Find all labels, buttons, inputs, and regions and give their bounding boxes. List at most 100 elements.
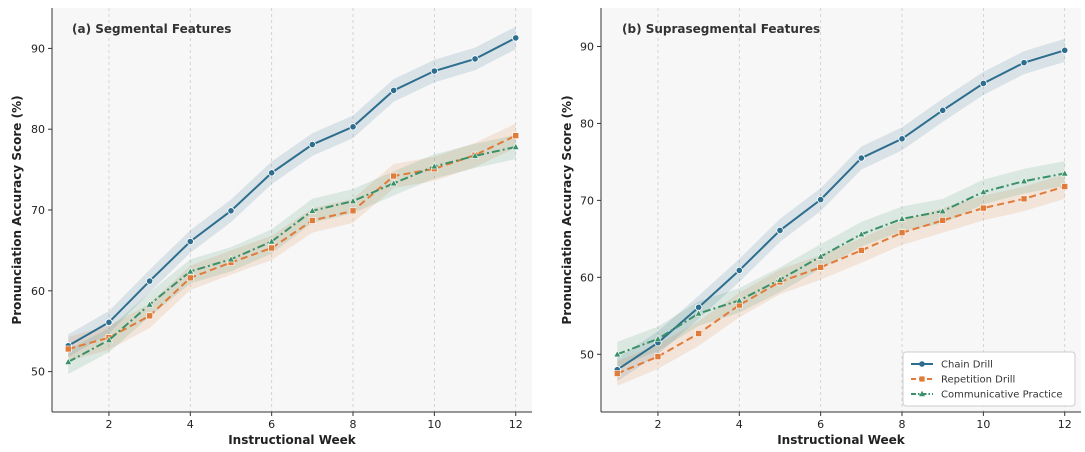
data-point — [471, 55, 479, 63]
panel-title: (a) Segmental Features — [72, 22, 231, 36]
data-point — [1060, 169, 1069, 177]
series-line — [616, 49, 1066, 371]
x-tick-label: 12 — [509, 418, 523, 431]
data-point — [511, 142, 520, 150]
panel-title: (b) Suprasegmental Features — [622, 22, 820, 36]
y-tick-label: 50 — [580, 348, 594, 361]
data-point — [1020, 176, 1028, 185]
data-point — [695, 330, 702, 337]
data-point — [857, 230, 866, 238]
panel-suprasegmental: 2 4 6 8 10 12 50 60 70 80 90 Instructional Week Pron… — [560, 8, 1081, 447]
data-point — [349, 123, 357, 131]
data-point — [898, 214, 906, 222]
data-point — [64, 345, 72, 353]
confidence-band — [617, 174, 1065, 386]
panel-segmental: 2 4 6 8 10 12 50 60 70 80 90 Instructional Week Pron… — [10, 8, 532, 447]
data-point — [309, 217, 316, 224]
series-line — [616, 185, 1066, 375]
legend — [902, 351, 1076, 407]
data-point — [817, 264, 824, 271]
series-line — [67, 37, 517, 347]
data-point — [613, 370, 621, 377]
data-point — [430, 67, 438, 75]
data-point — [227, 255, 235, 263]
confidence-band — [68, 134, 516, 375]
x-tick-label: 2 — [654, 418, 661, 431]
y-tick-label: 60 — [31, 285, 45, 298]
data-point — [776, 226, 784, 234]
x-tick-label: 6 — [817, 418, 824, 431]
data-point — [105, 335, 113, 343]
data-point — [857, 154, 865, 162]
data-point — [308, 140, 316, 149]
series-line — [67, 145, 516, 363]
data-point — [146, 312, 153, 320]
x-tick-label: 10 — [427, 418, 441, 431]
y-tick-label: 80 — [580, 117, 594, 130]
x-tick-label: 6 — [268, 418, 275, 431]
data-point — [268, 244, 275, 252]
data-point — [735, 296, 744, 304]
legend-marker — [919, 390, 925, 397]
data-point — [267, 237, 276, 245]
data-point — [186, 267, 195, 275]
series-line — [68, 134, 517, 350]
data-point — [939, 217, 946, 224]
data-point — [227, 207, 235, 215]
data-point — [694, 309, 703, 317]
data-point — [816, 252, 825, 260]
x-tick-label: 4 — [187, 418, 194, 431]
x-tick-label: 8 — [899, 418, 906, 431]
data-point — [308, 206, 317, 214]
legend-label: Communicative Practice — [941, 390, 1063, 401]
y-tick-label: 60 — [580, 271, 594, 284]
data-point — [512, 34, 520, 42]
data-point — [1061, 183, 1069, 190]
x-axis-title: Instructional Week — [777, 433, 906, 447]
data-point — [613, 350, 622, 358]
data-point — [145, 300, 154, 308]
confidence-band — [617, 161, 1065, 367]
data-point — [898, 229, 906, 237]
data-point — [1061, 46, 1069, 54]
legend-marker — [919, 376, 925, 382]
data-point — [390, 172, 397, 180]
y-tick-label: 90 — [31, 42, 45, 55]
confidence-band — [68, 123, 516, 362]
data-point — [938, 206, 947, 215]
y-tick-label: 70 — [580, 194, 594, 207]
data-point — [979, 79, 987, 88]
data-point — [349, 196, 357, 205]
y-axis-title: Pronunciation Accuracy Score (%) — [560, 95, 574, 324]
data-point — [1020, 59, 1028, 67]
x-tick-label: 10 — [976, 418, 990, 431]
x-tick-label: 2 — [105, 418, 112, 431]
data-point — [1020, 195, 1028, 203]
data-point — [979, 187, 988, 195]
data-point — [654, 353, 662, 360]
x-tick-label: 8 — [350, 418, 357, 431]
data-point — [186, 237, 194, 246]
data-point — [735, 266, 743, 275]
data-point — [939, 106, 947, 114]
data-point — [146, 277, 154, 285]
data-point — [64, 357, 73, 365]
x-tick-label: 12 — [1058, 418, 1072, 431]
legend-label: Repetition Drill — [941, 375, 1015, 386]
data-point — [105, 318, 113, 326]
data-point — [349, 207, 357, 215]
data-point — [898, 135, 906, 143]
plot-area — [52, 8, 532, 412]
data-point — [980, 204, 987, 212]
confidence-band — [617, 38, 1065, 382]
data-point — [268, 169, 276, 177]
y-tick-label: 70 — [31, 204, 45, 217]
legend-marker — [919, 361, 925, 367]
x-tick-label: 4 — [736, 418, 743, 431]
y-tick-label: 90 — [580, 40, 594, 53]
data-point — [776, 275, 784, 283]
data-point — [471, 151, 479, 159]
series-line — [616, 172, 1065, 356]
y-axis-title: Pronunciation Accuracy Score (%) — [10, 95, 24, 324]
